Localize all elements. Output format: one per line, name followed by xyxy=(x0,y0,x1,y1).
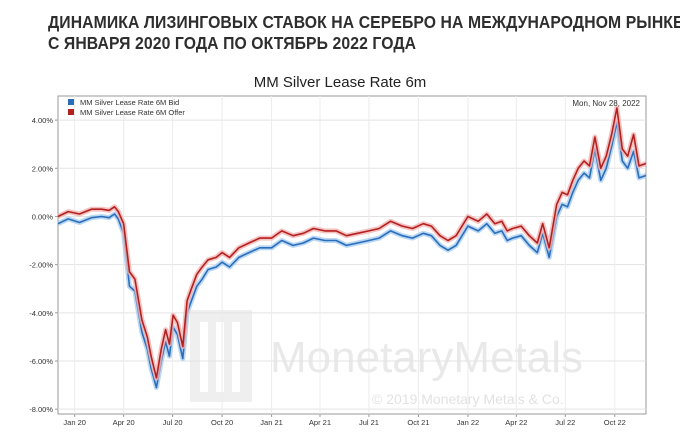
y-tick-label: -4.00% xyxy=(29,309,53,318)
y-axis: 4.00% 2.00% 0.00% -2.00% -4.00% -6.00% -8.00% xyxy=(29,116,58,414)
y-tick-label: 0.00% xyxy=(32,212,54,221)
x-axis: Jan 20 Apr 20 Jul 20 Oct 20 Jan 21 Apr 21 Jul … xyxy=(63,414,626,427)
y-tick-label: 4.00% xyxy=(32,116,54,125)
legend-swatch-offer xyxy=(68,109,74,115)
x-tick-label: Apr 22 xyxy=(505,418,527,427)
watermark-brand: MonetaryMetals xyxy=(270,333,583,382)
y-tick-label: 2.00% xyxy=(32,164,54,173)
y-tick-label: -6.00% xyxy=(29,357,53,366)
x-tick-label: Oct 22 xyxy=(604,418,626,427)
x-tick-label: Oct 20 xyxy=(211,418,233,427)
x-tick-label: Jan 21 xyxy=(260,418,283,427)
chart-title: MM Silver Lease Rate 6m xyxy=(254,74,427,91)
series-bid-line xyxy=(57,121,647,389)
y-tick-label: -8.00% xyxy=(29,405,53,414)
grid xyxy=(58,96,646,414)
x-tick-label: Apr 20 xyxy=(113,418,135,427)
x-tick-label: Oct 21 xyxy=(407,418,429,427)
legend-swatch-bid xyxy=(68,99,74,105)
headline: ДИНАМИКА ЛИЗИНГОВЫХ СТАВОК НА СЕРЕБРО НА… xyxy=(48,12,680,54)
date-label: Mon, Nov 28, 2022 xyxy=(572,99,640,108)
headline-line-1: ДИНАМИКА ЛИЗИНГОВЫХ СТАВОК НА СЕРЕБРО НА… xyxy=(48,12,680,32)
watermark: MonetaryMetals © 2019 Monetary Metals & … xyxy=(190,310,583,407)
x-tick-label: Jan 22 xyxy=(457,418,480,427)
x-tick-label: Apr 21 xyxy=(309,418,331,427)
plot-frame xyxy=(57,95,647,415)
x-tick-label: Jul 20 xyxy=(163,418,183,427)
legend-label-bid: MM Silver Lease Rate 6M Bid xyxy=(80,98,179,107)
y-tick-label: -2.00% xyxy=(29,261,53,270)
x-tick-label: Jan 20 xyxy=(63,418,86,427)
brand-logo-icon xyxy=(190,310,252,402)
series-offer-line xyxy=(57,107,647,379)
x-tick-label: Jul 22 xyxy=(555,418,575,427)
series-layer xyxy=(56,105,647,390)
headline-line-2: С ЯНВАРЯ 2020 ГОДА ПО ОКТЯБРЬ 2022 ГОДА xyxy=(48,33,417,53)
x-tick-label: Jul 21 xyxy=(359,418,379,427)
legend-label-offer: MM Silver Lease Rate 6M Offer xyxy=(80,108,185,117)
